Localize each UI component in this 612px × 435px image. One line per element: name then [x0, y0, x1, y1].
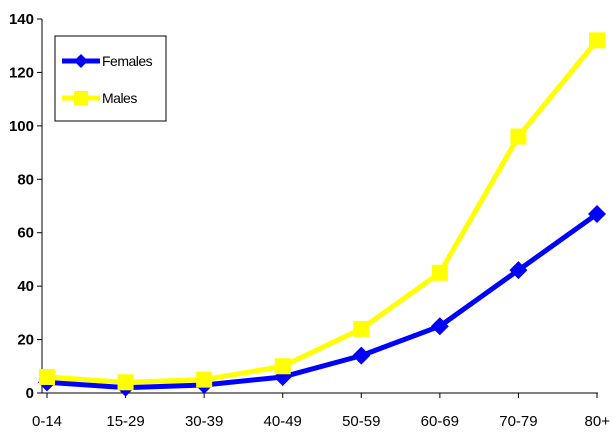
- legend: Females Males: [54, 35, 167, 122]
- x-tick-label: 50-59: [342, 413, 380, 430]
- males-point: [431, 264, 448, 281]
- males-legend-label: Males: [102, 90, 137, 106]
- y-tick-label: 0: [26, 385, 34, 402]
- y-tick-label: 120: [9, 64, 34, 81]
- males-point: [274, 358, 291, 375]
- males-legend-marker: [74, 91, 88, 105]
- y-tick-label: 140: [9, 11, 34, 28]
- x-tick-label: 40-49: [264, 413, 302, 430]
- x-tick-label: 0-14: [32, 413, 62, 430]
- x-tick-label: 70-79: [499, 413, 537, 430]
- y-tick-label: 60: [17, 225, 34, 242]
- y-tick-label: 20: [17, 332, 34, 349]
- x-axis-ticks: 0-14 15-29 30-39 40-49 50-59 60-69 70-79 80+: [32, 393, 610, 430]
- x-tick-label: 30-39: [185, 413, 223, 430]
- x-tick-label: 60-69: [421, 413, 459, 430]
- series-layer: [38, 32, 606, 397]
- males-point: [589, 32, 605, 49]
- males-point: [39, 368, 55, 385]
- females-point: [352, 346, 371, 365]
- males-point: [117, 374, 134, 391]
- y-tick-label: 40: [17, 278, 34, 295]
- y-tick-label: 100: [9, 118, 34, 135]
- females-line: [46, 211, 599, 391]
- females-point: [588, 205, 606, 224]
- females-legend-label: Females: [102, 53, 153, 69]
- y-axis-ticks: 0 20 40 60 80 100 120 140: [9, 11, 42, 402]
- females-point: [509, 261, 528, 280]
- x-tick-label: 15-29: [106, 413, 144, 430]
- females-point: [430, 317, 449, 336]
- axes: [41, 19, 598, 394]
- males-point: [510, 128, 527, 145]
- x-tick-label: 80+: [585, 413, 611, 430]
- males-line: [46, 38, 599, 385]
- legend-box: [54, 35, 167, 122]
- y-tick-label: 80: [17, 171, 34, 188]
- females-legend-marker: [74, 54, 88, 68]
- males-point: [196, 371, 213, 388]
- males-point: [353, 320, 370, 337]
